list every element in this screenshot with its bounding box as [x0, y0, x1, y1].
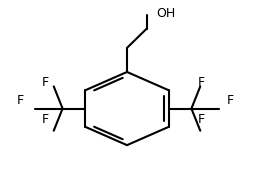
Text: F: F [198, 76, 205, 89]
Text: F: F [16, 94, 23, 107]
Text: F: F [41, 113, 49, 126]
Text: OH: OH [156, 7, 175, 20]
Text: F: F [198, 113, 205, 126]
Text: F: F [41, 76, 49, 89]
Text: F: F [227, 94, 234, 107]
